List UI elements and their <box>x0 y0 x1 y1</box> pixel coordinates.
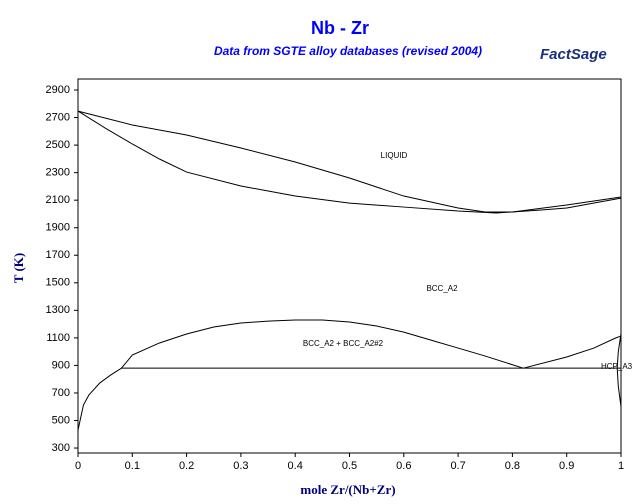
y-tick-label: 2900 <box>46 84 70 96</box>
phase-boundary <box>77 367 122 431</box>
x-tick-label: 0.9 <box>559 460 574 472</box>
region-label: BCC_A2 + BCC_A2#2 <box>303 339 384 348</box>
region-label: LIQUID <box>381 151 408 160</box>
x-tick-label: 0.6 <box>396 460 411 472</box>
phase-boundary <box>523 335 622 369</box>
y-tick-label: 2300 <box>46 167 70 179</box>
x-tick-label: 0 <box>75 460 81 472</box>
x-axis-label: mole Zr/(Nb+Zr) <box>300 482 395 497</box>
region-label: BCC_A2 <box>426 284 458 293</box>
y-tick-label: 2100 <box>46 194 70 206</box>
x-tick-label: 0.7 <box>450 460 465 472</box>
y-tick-label: 1900 <box>46 222 70 234</box>
y-axis-label: T (K) <box>11 253 26 283</box>
y-tick-label: 1500 <box>46 277 70 289</box>
chart-subtitle: Data from SGTE alloy databases (revised … <box>214 44 482 58</box>
y-tick-label: 1700 <box>46 249 70 261</box>
x-tick-label: 0.5 <box>342 460 357 472</box>
phase-boundary <box>616 333 622 407</box>
y-tick-label: 300 <box>52 442 70 454</box>
y-tick-label: 900 <box>52 359 70 371</box>
y-tick-label: 2700 <box>46 111 70 123</box>
y-tick-label: 500 <box>52 414 70 426</box>
phase-boundary <box>77 110 622 214</box>
x-tick-label: 1 <box>618 460 624 472</box>
x-tick-label: 0.3 <box>233 460 248 472</box>
x-tick-label: 0.1 <box>125 460 140 472</box>
x-tick-label: 0.2 <box>179 460 194 472</box>
y-tick-label: 2500 <box>46 139 70 151</box>
y-tick-label: 700 <box>52 387 70 399</box>
y-tick-label: 1100 <box>46 332 70 344</box>
logo: FactSage <box>540 46 607 63</box>
phase-boundary <box>121 319 524 369</box>
region-label: HCP_A3 <box>601 362 633 371</box>
y-tick-label: 1300 <box>46 304 70 316</box>
phase-boundary <box>77 110 622 213</box>
x-tick-label: 0.4 <box>288 460 303 472</box>
plot-frame <box>77 78 622 454</box>
chart-title: Nb - Zr <box>311 18 369 38</box>
x-tick-label: 0.8 <box>505 460 520 472</box>
